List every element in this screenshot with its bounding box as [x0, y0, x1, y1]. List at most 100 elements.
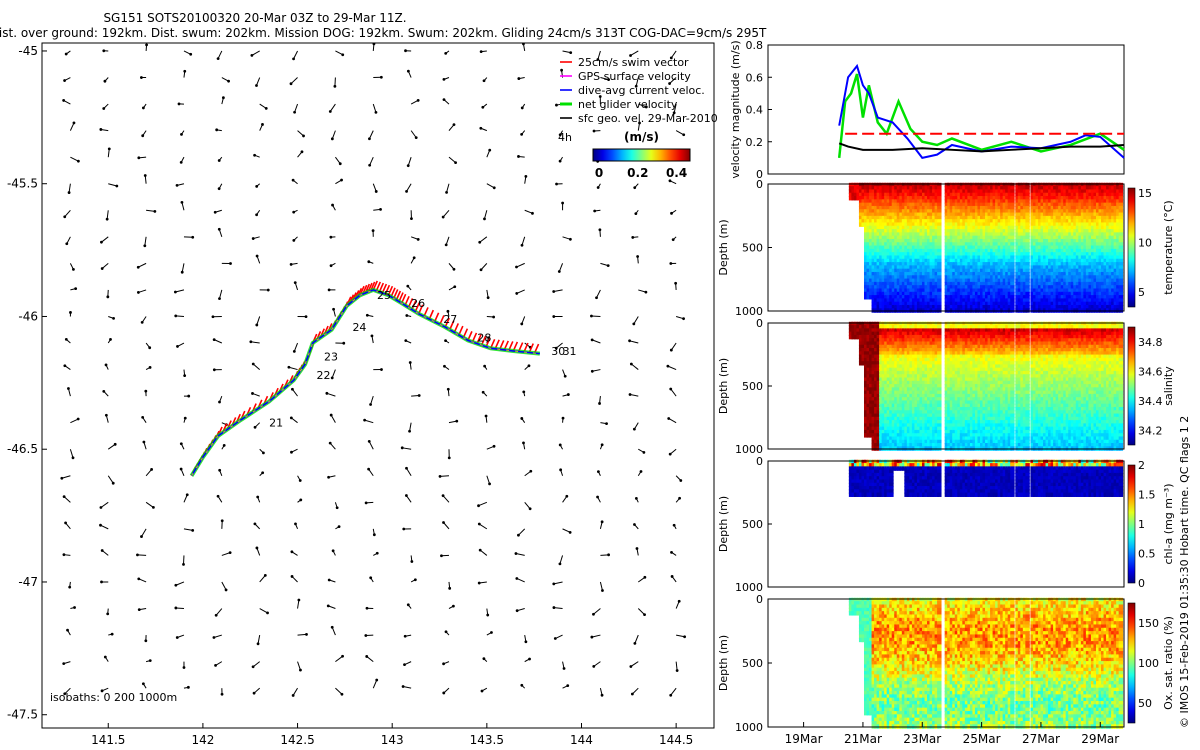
temperature-data-point [889, 278, 894, 283]
geo-velocity-arrowhead [143, 174, 147, 177]
temperature-data-point [949, 252, 955, 257]
temperature-data-point [1017, 229, 1023, 234]
temperature-data-point [924, 268, 929, 274]
temperature-data-point [990, 205, 995, 211]
temperature-data-point [952, 291, 957, 297]
geo-velocity-arrowhead [517, 77, 521, 80]
map-colorbar-tick-label: 0.4 [666, 166, 687, 180]
temperature-data-point [957, 288, 962, 293]
temperature-data-point [896, 232, 902, 237]
temperature-data-point [1017, 298, 1023, 303]
temperature-data-point [944, 245, 950, 250]
temperature-data-point [879, 242, 884, 247]
temperature-data-point [934, 281, 940, 287]
temperature-data-point [1022, 205, 1028, 211]
temperature-data-point [952, 199, 957, 204]
geo-velocity-arrowhead [453, 285, 457, 289]
temperature-data-point [1007, 242, 1013, 247]
geo-velocity-arrow [108, 183, 117, 187]
temperature-data-point [995, 271, 1000, 277]
geo-velocity-arrow [251, 50, 260, 56]
temperature-data-point [929, 189, 934, 194]
temperature-data-point [944, 281, 950, 287]
temperature-data-point [944, 235, 950, 241]
geo-velocity-arrowhead [141, 134, 145, 138]
temperature-data-point [962, 238, 967, 244]
temperature-data-point [1020, 202, 1025, 208]
temperature-data-point [954, 202, 960, 208]
geo-velocity-arrowhead [558, 562, 562, 566]
geo-velocity-arrowhead [144, 389, 148, 393]
temperature-data-point [871, 199, 876, 204]
temperature-data-point [884, 215, 889, 221]
temperature-data-point [949, 245, 955, 250]
temperature-data-point [916, 196, 922, 201]
temperature-data-point [977, 298, 982, 303]
temperature-data-point [896, 229, 902, 234]
temperature-data-point [979, 242, 985, 247]
temperature-data-point [876, 212, 882, 217]
temperature-data-point [1017, 222, 1023, 227]
geo-velocity-arrowhead [442, 662, 445, 666]
temperature-data-point [932, 278, 937, 283]
temperature-data-point [997, 271, 1003, 277]
geo-velocity-arrowhead [99, 506, 103, 509]
temperature-data-point [924, 278, 929, 283]
temperature-data-point [974, 252, 980, 257]
temperature-data-point [954, 281, 960, 287]
temperature-data-point [947, 285, 952, 290]
temperature-data-point [997, 235, 1003, 241]
geo-velocity-arrowhead [290, 550, 294, 554]
temperature-data-point [927, 265, 932, 270]
geo-velocity-arrowhead [253, 522, 257, 526]
temperature-data-point [1007, 235, 1013, 241]
geo-velocity-arrow [673, 103, 677, 113]
temperature-data-point [914, 196, 919, 201]
temperature-data-point [1015, 222, 1020, 227]
temperature-data-point [906, 258, 912, 264]
geo-velocity-arrowhead [592, 664, 596, 668]
temperature-data-point [896, 278, 902, 283]
geo-velocity-arrow [559, 555, 564, 565]
temperature-data-point [899, 265, 904, 270]
temperature-data-point [871, 285, 876, 290]
map-colorbar-tick-label: 0.2 [627, 166, 648, 180]
temperature-data-point [932, 182, 937, 188]
temperature-data-point [929, 288, 934, 293]
temperature-data-point [866, 182, 871, 188]
geo-velocity-arrowhead [403, 634, 407, 638]
map-x-tick-label: 142 [191, 733, 214, 747]
temperature-data-point [1002, 308, 1008, 313]
speed-y-tick-label: 0.8 [746, 39, 764, 52]
temperature-data-point [884, 245, 889, 250]
temperature-data-point [861, 219, 866, 224]
temperature-data-point [871, 275, 876, 280]
geo-velocity-arrowhead [331, 549, 335, 553]
temperature-data-point [863, 199, 869, 204]
temperature-data-point [932, 301, 937, 307]
geo-velocity-arrowhead [565, 494, 569, 498]
temperature-data-point [911, 219, 917, 224]
geo-velocity-arrowhead [628, 339, 631, 343]
geo-velocity-arrowhead [329, 413, 333, 417]
temperature-data-point [962, 308, 967, 313]
temperature-data-point [969, 304, 975, 310]
temperature-data-point [1010, 288, 1015, 293]
temperature-data-point [1020, 262, 1025, 267]
temperature-data-point [969, 189, 975, 194]
temperature-data-point [962, 212, 967, 217]
temperature-data-point [1002, 199, 1008, 204]
temperature-data-point [959, 281, 965, 287]
geo-velocity-arrowhead [212, 636, 216, 639]
geo-velocity-arrowhead [218, 297, 221, 300]
temperature-data-point [921, 182, 927, 188]
track-day-label: 21 [269, 417, 283, 430]
temperature-y-tick-label: 0 [756, 178, 763, 191]
temperature-data-point [979, 252, 985, 257]
temperature-data-point [952, 238, 957, 244]
temperature-data-point [886, 278, 892, 283]
temperature-data-point [1022, 232, 1028, 237]
temperature-data-point [874, 285, 879, 290]
